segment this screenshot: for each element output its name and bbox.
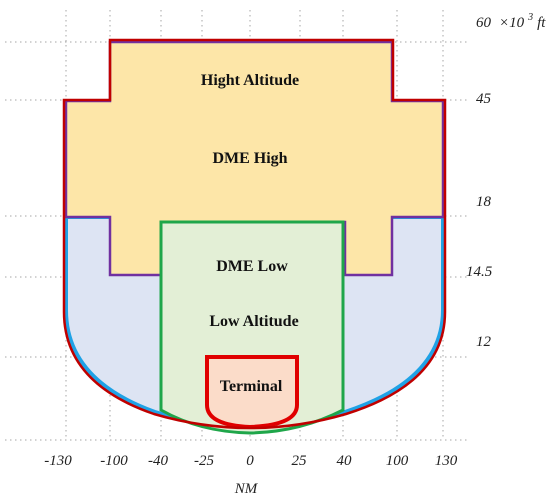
x-tick-130: 130 xyxy=(435,453,458,469)
label-high-altitude: Hight Altitude xyxy=(201,72,299,89)
label-low-altitude: Low Altitude xyxy=(209,313,298,330)
y-tick-45: 45 xyxy=(476,91,492,107)
outer-boundary xyxy=(62,38,447,430)
x-tick-minus25: -25 xyxy=(194,453,214,469)
x-tick-minus100: -100 xyxy=(100,453,128,469)
label-terminal: Terminal xyxy=(220,378,283,395)
unit-exponent: 3 xyxy=(527,12,533,23)
x-tick-40: 40 xyxy=(337,453,353,469)
unit-prefix: ×10 xyxy=(499,15,525,31)
y-axis-unit: 60 ×10 3 ft xyxy=(476,7,546,31)
label-dme-low: DME Low xyxy=(216,258,288,275)
x-tick-minus130: -130 xyxy=(44,453,72,469)
x-tick-25: 25 xyxy=(292,453,308,469)
unit-suffix: ft xyxy=(537,15,546,31)
x-tick-100: 100 xyxy=(386,453,409,469)
x-tick-minus40: -40 xyxy=(148,453,168,469)
y-tick-12: 12 xyxy=(476,334,492,350)
y-tick-top: 60 xyxy=(476,15,492,31)
x-axis-label: NM xyxy=(234,481,259,497)
y-tick-18: 18 xyxy=(476,194,492,210)
x-tick-0: 0 xyxy=(246,453,254,469)
label-dme-high: DME High xyxy=(212,150,287,167)
y-tick-14-5: 14.5 xyxy=(466,264,493,280)
